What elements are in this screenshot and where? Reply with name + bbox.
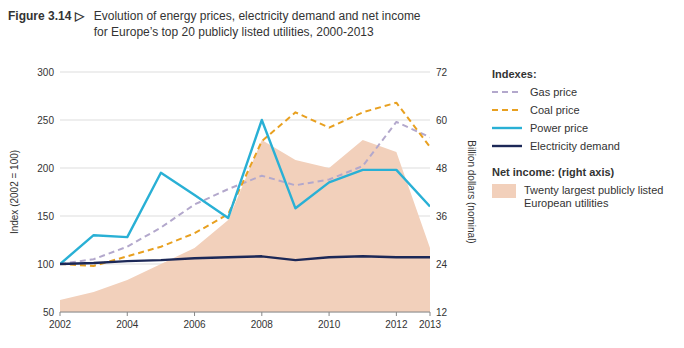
tick-label: 2004 (116, 319, 139, 330)
tick-label: 48 (436, 163, 448, 174)
tick-label: 60 (436, 115, 448, 126)
subtitle: for Europe’s top 20 publicly listed util… (94, 25, 374, 39)
tick-label: 2013 (419, 319, 442, 330)
axis-label: Billion dollars (nominal) (466, 140, 477, 243)
grid (60, 72, 430, 312)
tick (329, 312, 330, 316)
tick-label: 50 (43, 307, 55, 318)
legend-header: Indexes: (492, 68, 537, 80)
tick-label: 24 (436, 259, 448, 270)
tick-label: 100 (37, 259, 54, 270)
y-axis: 50 100 150 200 250 300 Index (2002 = 100) (9, 67, 54, 318)
legend-header: Net income: (right axis) (492, 166, 615, 178)
tick-label: 150 (37, 211, 54, 222)
tick-label: 2006 (183, 319, 206, 330)
legend-label: Power price (530, 122, 588, 134)
line (60, 122, 430, 264)
legend-label: Twenty largest publicly listedEuropean u… (524, 184, 663, 209)
axis-line (60, 312, 430, 313)
legend-label: Coal price (530, 104, 580, 116)
grid-line (60, 312, 430, 313)
tick-label: 250 (37, 115, 54, 126)
legend-swatch (492, 91, 522, 93)
tick (60, 312, 61, 316)
subtitle: Evolution of energy prices, electricity … (94, 9, 421, 23)
legend-label: Gas price (530, 86, 577, 98)
tick (194, 312, 195, 316)
axis-label: Index (2002 = 100) (9, 150, 20, 234)
tick-label: 2008 (251, 319, 274, 330)
line (60, 103, 430, 266)
tick (261, 312, 262, 316)
line (60, 256, 430, 264)
legend-swatch (492, 109, 522, 111)
tick-label: 12 (436, 307, 448, 318)
tick-label: 72 (436, 67, 448, 78)
tick-label: 36 (436, 211, 448, 222)
line (60, 120, 430, 264)
plot-area (60, 103, 430, 312)
tick-label: 200 (37, 163, 54, 174)
tick-label: 2002 (49, 319, 72, 330)
legend-swatch (492, 145, 522, 147)
tick (396, 312, 397, 316)
legend-label: Electricity demand (530, 140, 620, 152)
legend-swatch (492, 184, 516, 198)
grid-line (60, 120, 430, 121)
y2-axis: 12 24 36 48 60 72 Billion dollars (nominal) (436, 67, 477, 318)
tick (430, 312, 431, 316)
chart: Figure 3.14 ▷ Evolution of energy prices,… (0, 0, 684, 348)
tick-label: 300 (37, 67, 54, 78)
x-axis: 2002 2004 2006 2008 2010 2012 2013 (49, 312, 442, 330)
legend-swatch (492, 127, 522, 129)
grid-line (60, 72, 430, 73)
tick (127, 312, 128, 316)
tick-label: 2010 (318, 319, 341, 330)
legend: Indexes: Gas price Coal price Power price El… (492, 68, 663, 209)
tick-label: 2012 (385, 319, 408, 330)
title: Figure 3.14 ▷ (8, 9, 85, 23)
